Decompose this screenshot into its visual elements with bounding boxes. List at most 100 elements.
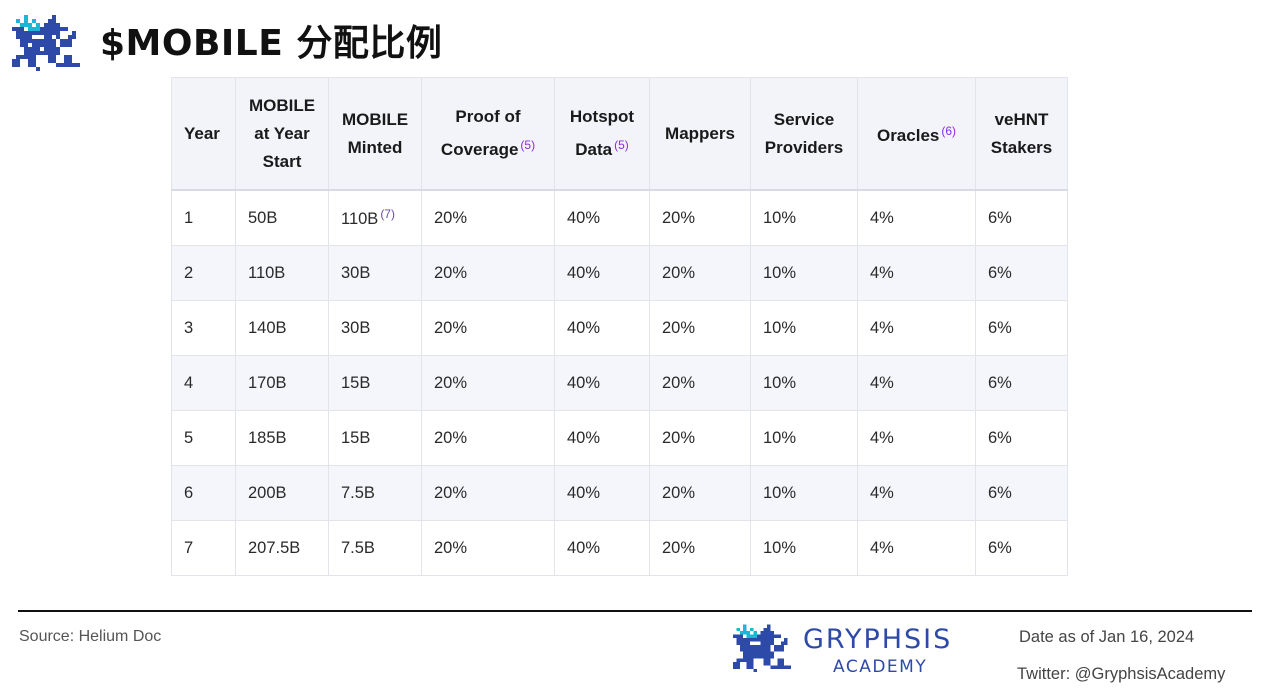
table-cell: 7.5B [328, 520, 422, 576]
column-header-text: Oracles [876, 126, 940, 145]
column-header: Year [171, 77, 236, 191]
cell-value: 6% [988, 373, 1012, 392]
column-header-text: Providers [764, 137, 844, 157]
table-cell: 10% [750, 300, 858, 356]
table-row: 1 50B 110B (7) 20% 40% 20% 10% 4% 6% [171, 189, 1068, 246]
source-note: Source: Helium Doc [19, 628, 162, 645]
table-cell: 20% [649, 465, 751, 521]
table-cell: 30B [328, 300, 422, 356]
table-cell: 4% [857, 520, 976, 576]
table-row: 3 140B 30B 20% 40% 20% 10% 4% 6% [171, 300, 1068, 356]
table-row: 5 185B 15B 20% 40% 20% 10% 4% 6% [171, 410, 1068, 466]
table-cell: 6 [171, 465, 236, 521]
table-cell: 2 [171, 245, 236, 301]
column-header: Proof of Coverage (5) [421, 77, 555, 191]
table-cell: 20% [421, 189, 555, 246]
table-cell: 20% [421, 410, 555, 466]
cell-value: 207.5B [248, 538, 301, 557]
table-cell: 15B [328, 410, 422, 466]
table-cell: 1 [171, 189, 236, 246]
table-cell: 4% [857, 410, 976, 466]
table-row: 2 110B 30B 20% 40% 20% 10% 4% 6% [171, 245, 1068, 301]
table-cell: 4% [857, 300, 976, 356]
table-cell: 20% [421, 520, 555, 576]
column-header-text: Start [262, 151, 302, 171]
cell-value: 40% [567, 483, 601, 502]
cell-value: 15B [341, 373, 371, 392]
date-note: Date as of Jan 16, 2024 [1019, 628, 1195, 646]
cell-value: 20% [434, 208, 468, 227]
cell-value: 6% [988, 318, 1012, 337]
table-row: 6 200B 7.5B 20% 40% 20% 10% 4% 6% [171, 465, 1068, 521]
footnote-ref[interactable]: (7) [380, 207, 395, 221]
cell-value: 15B [341, 428, 371, 447]
allocation-table-container: Year MOBILE at Year Start MOBILE Minted Proof … [171, 77, 1068, 576]
table-cell: 20% [649, 189, 751, 246]
cell-value: 6% [988, 208, 1012, 227]
cell-value: 6% [988, 483, 1012, 502]
column-header-text: Stakers [990, 137, 1053, 157]
cell-value: 30B [341, 318, 371, 337]
cell-value: 20% [662, 373, 696, 392]
table-cell: 10% [750, 355, 858, 411]
table-cell: 6% [975, 465, 1068, 521]
table-cell: 6% [975, 189, 1068, 246]
cell-value: 20% [434, 483, 468, 502]
column-header-text: Proof of [455, 107, 521, 126]
table-cell: 40% [554, 245, 650, 301]
column-header: Hotspot Data (5) [554, 77, 650, 191]
cell-value: 110B [248, 263, 286, 282]
cell-value: 40% [567, 373, 601, 392]
column-header-text: Minted [347, 137, 403, 157]
table-cell: 20% [649, 355, 751, 411]
column-header: MOBILE Minted [328, 77, 422, 191]
table-cell: 207.5B [235, 520, 329, 576]
cell-value: 7.5B [341, 538, 375, 557]
cell-value: 20% [662, 538, 696, 557]
table-cell: 20% [421, 465, 555, 521]
cell-value: 3 [184, 318, 194, 337]
table-cell: 40% [554, 465, 650, 521]
table-row: 4 170B 15B 20% 40% 20% 10% 4% 6% [171, 355, 1068, 411]
footnote-ref[interactable]: (6) [941, 124, 957, 138]
cell-value: 40% [567, 318, 601, 337]
cell-value: 20% [434, 373, 468, 392]
cell-value: 20% [662, 208, 696, 227]
table-cell: 110B [235, 245, 329, 301]
table-cell: 40% [554, 355, 650, 411]
cell-value: 185B [248, 428, 287, 447]
cell-value: 40% [567, 428, 601, 447]
brand-subtitle: ACADEMY [833, 657, 928, 677]
column-header: Mappers [649, 77, 751, 191]
table-cell: 110B (7) [328, 189, 422, 246]
cell-value: 10% [763, 208, 797, 227]
table-cell: 20% [649, 300, 751, 356]
table-cell: 6% [975, 520, 1068, 576]
gryphon-brand-icon [733, 624, 791, 673]
brand-name: GRYPHSIS [803, 624, 953, 655]
column-header-text: Hotspot [569, 107, 635, 126]
table-cell: 20% [649, 520, 751, 576]
cell-value: 4% [870, 373, 894, 392]
cell-value: 40% [567, 263, 601, 282]
table-cell: 6% [975, 300, 1068, 356]
cell-value: 20% [434, 263, 468, 282]
column-header-text: veHNT [994, 109, 1049, 129]
table-header-row: Year MOBILE at Year Start MOBILE Minted Proof … [171, 77, 1068, 191]
cell-value: 4% [870, 428, 894, 447]
footnote-ref[interactable]: (5) [520, 138, 536, 152]
cell-value: 200B [248, 483, 287, 502]
page-title: $MOBILE 分配比例 [100, 23, 443, 64]
footer-divider [18, 610, 1252, 612]
table-cell: 10% [750, 520, 858, 576]
cell-value: 4 [184, 373, 194, 392]
table-cell: 4% [857, 189, 976, 246]
cell-value: 4% [870, 538, 894, 557]
footnote-ref[interactable]: (5) [614, 138, 629, 152]
table-cell: 40% [554, 300, 650, 356]
cell-value: 1 [184, 208, 194, 227]
cell-value: 7.5B [341, 483, 375, 502]
table-cell: 6% [975, 355, 1068, 411]
table-cell: 40% [554, 410, 650, 466]
cell-value: 4% [870, 263, 894, 282]
